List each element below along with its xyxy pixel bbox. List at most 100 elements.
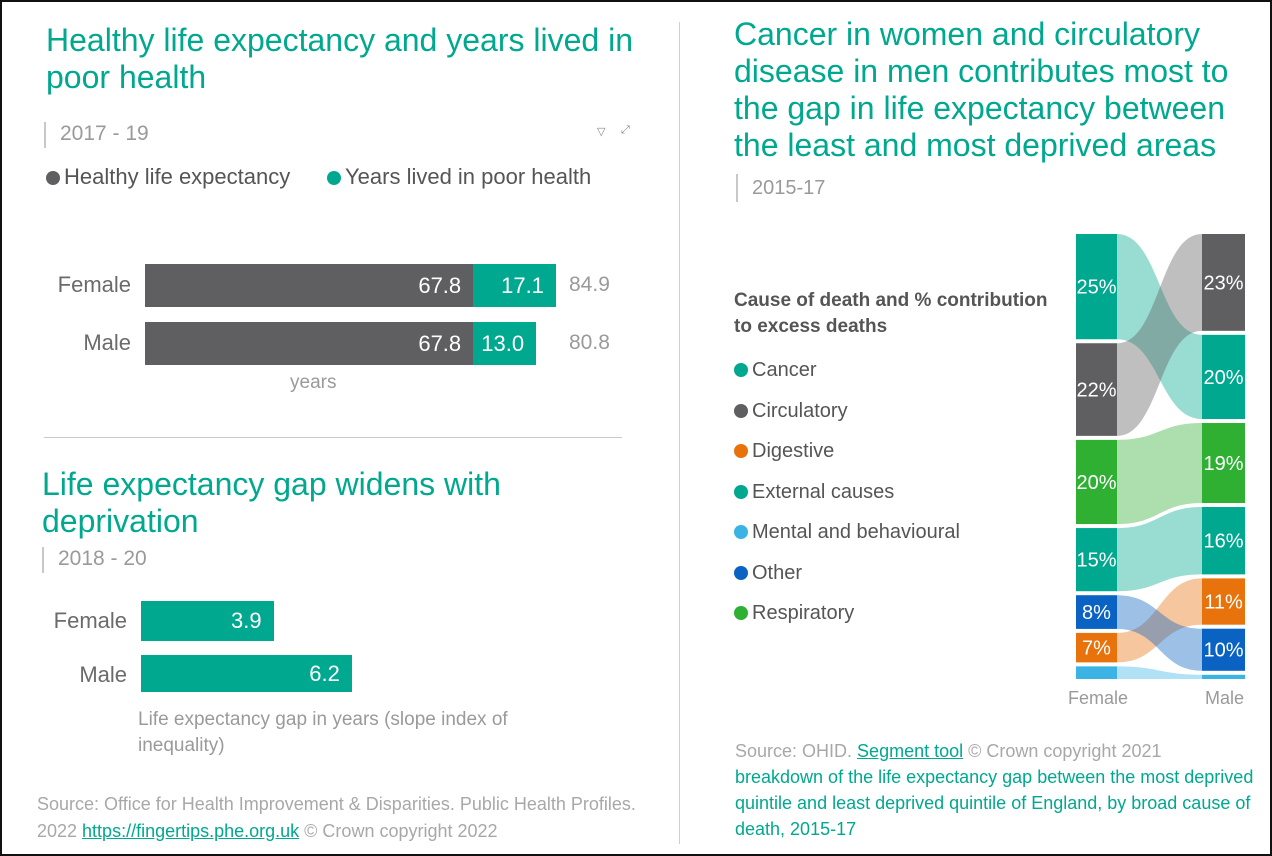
legend-dot bbox=[734, 403, 748, 418]
category-label: Male bbox=[83, 330, 131, 355]
legend-label: Healthy life expectancy bbox=[64, 164, 291, 189]
column-label-male: Male bbox=[1205, 688, 1245, 708]
legend-label: Digestive bbox=[752, 440, 835, 462]
source-text: Source: Office for Health Improvement & … bbox=[37, 794, 636, 841]
node-circulatory bbox=[1202, 234, 1245, 331]
bar-gap bbox=[141, 655, 352, 692]
legend-dot bbox=[327, 171, 341, 185]
node-value-label: 16% bbox=[1203, 531, 1243, 553]
legend-item: Other bbox=[734, 562, 802, 585]
legend-label: Years lived in poor health bbox=[345, 164, 592, 189]
bar-value-label: 67.8 bbox=[418, 273, 462, 298]
x-axis-label: Life expectancy gap in years (slope inde… bbox=[138, 709, 508, 756]
legend-label: Other bbox=[752, 561, 803, 584]
flow-respiratory bbox=[1117, 423, 1202, 525]
legend-dot bbox=[734, 484, 748, 499]
bar-healthy bbox=[145, 264, 474, 307]
x-axis-label: years bbox=[290, 372, 337, 393]
node-external-causes bbox=[1076, 528, 1117, 592]
bar-value-label: 13.0 bbox=[481, 331, 525, 356]
bar-value-label: 6.2 bbox=[309, 661, 340, 686]
legend-label: Cancer bbox=[752, 359, 817, 381]
node-digestive bbox=[1076, 632, 1117, 663]
node-value-label: 23% bbox=[1203, 272, 1243, 294]
source-text: Source: OHID. bbox=[735, 741, 858, 761]
flow-external-causes bbox=[1117, 507, 1202, 592]
bar-healthy bbox=[145, 322, 474, 365]
total-label: 84.9 bbox=[569, 273, 610, 296]
node-other bbox=[1202, 628, 1245, 671]
legend-dot bbox=[734, 525, 748, 539]
node-circulatory bbox=[1076, 343, 1117, 436]
divider bbox=[44, 437, 622, 438]
bar-value-label: 3.9 bbox=[231, 608, 262, 633]
legend-poor-health: Years lived in poor health bbox=[327, 164, 591, 190]
flow-other bbox=[1117, 595, 1202, 671]
panel1-title: Healthy life expectancy and years lived … bbox=[46, 22, 633, 95]
legend-item: External causes bbox=[734, 481, 894, 504]
node-value-label: 11% bbox=[1204, 592, 1243, 614]
legend-healthy: Healthy life expectancy bbox=[46, 164, 290, 190]
bar-value-label: 17.1 bbox=[501, 273, 544, 298]
legend-label: External causes bbox=[752, 480, 895, 503]
legend-item: Cancer bbox=[734, 359, 816, 382]
flow-cancer bbox=[1117, 234, 1202, 420]
node-mental-and-behavioural bbox=[1202, 674, 1245, 679]
copyright-text: © Crown copyright 2022 bbox=[299, 821, 498, 841]
bar-gap bbox=[141, 601, 274, 641]
legend-dot bbox=[46, 171, 60, 185]
bar-poor-health bbox=[473, 264, 556, 307]
filter-icon[interactable]: ▽ bbox=[597, 126, 606, 138]
node-value-label: 8% bbox=[1082, 602, 1111, 624]
total-label: 80.8 bbox=[569, 331, 610, 354]
panel3-period: 2015-17 bbox=[736, 174, 825, 202]
node-respiratory bbox=[1202, 423, 1245, 504]
legend-label: Mental and behavioural bbox=[752, 521, 960, 543]
legend-dot bbox=[734, 606, 748, 620]
legend-item: Mental and behavioural bbox=[734, 521, 960, 544]
node-value-label: 22% bbox=[1076, 380, 1116, 402]
legend-item: Respiratory bbox=[734, 602, 854, 625]
column-label-female: Female bbox=[1068, 688, 1129, 708]
node-digestive bbox=[1202, 578, 1245, 625]
category-label: Female bbox=[57, 272, 131, 297]
legend-dot bbox=[734, 444, 748, 458]
segment-tool-link[interactable]: Segment tool bbox=[857, 741, 964, 761]
legend-item: Circulatory bbox=[734, 400, 848, 423]
bar-poor-health bbox=[473, 322, 537, 365]
panel3-title: Cancer in women and circulatory disease … bbox=[734, 16, 1229, 163]
flow-circulatory bbox=[1117, 234, 1202, 436]
node-value-label: 20% bbox=[1203, 367, 1243, 389]
panel2-period: 2018 - 20 bbox=[42, 547, 147, 573]
node-cancer bbox=[1076, 234, 1117, 340]
legend-label: Circulatory bbox=[752, 399, 848, 422]
node-value-label: 15% bbox=[1076, 550, 1116, 572]
node-value-label: 19% bbox=[1203, 453, 1243, 475]
category-label: Male bbox=[79, 662, 127, 687]
legend-title: Cause of death and % contribution to exc… bbox=[734, 290, 1048, 337]
panel1-period: 2017 - 19 bbox=[44, 122, 149, 148]
source-right: Source: OHID. Segment tool © Crown copyr… bbox=[735, 738, 1255, 842]
fingertips-link[interactable]: https://fingertips.phe.org.uk bbox=[82, 821, 300, 841]
node-value-label: 7% bbox=[1082, 638, 1111, 660]
category-label: Female bbox=[53, 608, 127, 633]
expand-icon[interactable]: ⤢ bbox=[621, 124, 630, 136]
legend-label: Respiratory bbox=[752, 602, 855, 624]
node-other bbox=[1076, 595, 1117, 629]
panel2-title: Life expectancy gap widens with deprivat… bbox=[42, 466, 501, 539]
node-mental-and-behavioural bbox=[1076, 666, 1117, 679]
source-left: Source: Office for Health Improvement & … bbox=[37, 791, 647, 845]
node-cancer bbox=[1202, 334, 1245, 420]
caption: breakdown of the life expectancy gap bet… bbox=[735, 767, 1254, 839]
legend-item: Digestive bbox=[734, 440, 834, 463]
flow-mental-and-behavioural bbox=[1117, 666, 1202, 679]
copyright-text: © Crown copyright 2021 bbox=[963, 741, 1162, 761]
node-value-label: 10% bbox=[1203, 640, 1243, 662]
bar-value-label: 67.8 bbox=[418, 331, 462, 356]
node-value-label: 20% bbox=[1076, 472, 1116, 494]
legend-dot bbox=[734, 565, 748, 580]
node-respiratory bbox=[1076, 439, 1117, 525]
legend-dot bbox=[734, 363, 748, 377]
